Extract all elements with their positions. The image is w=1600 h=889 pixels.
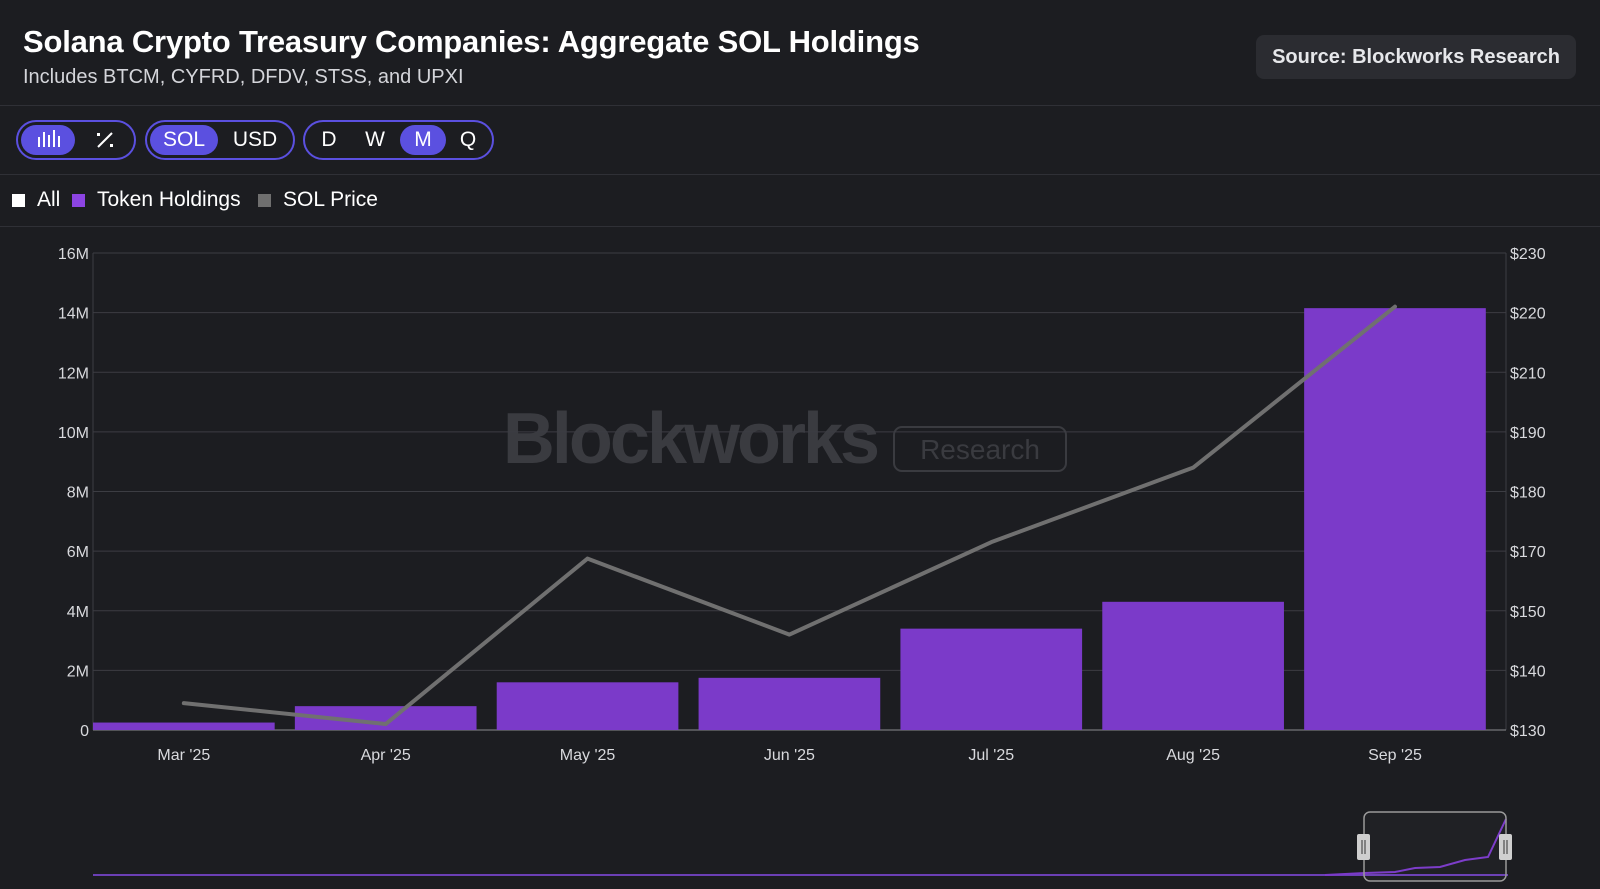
legend-swatch <box>72 194 85 207</box>
bar-token-holdings <box>93 722 275 730</box>
y-left-tick-label: 6M <box>67 544 89 561</box>
range-navigator[interactable] <box>93 811 1512 882</box>
unit-usd-button[interactable]: USD <box>232 128 278 151</box>
navigator-right-handle[interactable] <box>1499 834 1512 860</box>
period-quarter-button[interactable]: Q <box>459 128 477 151</box>
y-left-tick-label: 0 <box>80 723 89 740</box>
bar-token-holdings <box>294 706 477 730</box>
y-left-tick-label: 4M <box>67 604 89 621</box>
unit-toggle: SOL USD <box>145 120 295 160</box>
navigator-window[interactable] <box>1363 811 1507 882</box>
x-tick-label: Aug '25 <box>1166 747 1220 764</box>
bar-view-button[interactable] <box>21 125 75 155</box>
legend-label: All <box>37 188 61 211</box>
view-toggle <box>16 120 136 160</box>
y-right-tick-label: $140 <box>1510 663 1546 680</box>
percent-icon <box>97 132 113 148</box>
bar-token-holdings <box>496 682 679 730</box>
x-tick-label: Jul '25 <box>968 747 1014 764</box>
y-left-tick-label: 10M <box>58 425 89 442</box>
y-right-tick-label: $170 <box>1510 544 1546 561</box>
source-badge: Source: Blockworks Research <box>1256 35 1576 79</box>
x-tick-label: May '25 <box>560 747 616 764</box>
y-left-tick-label: 14M <box>58 306 89 323</box>
x-tick-label: Sep '25 <box>1368 747 1422 764</box>
bar-token-holdings <box>1102 601 1284 730</box>
period-toggle: D W M Q <box>303 120 494 160</box>
y-right-tick-label: $130 <box>1510 723 1546 740</box>
x-tick-label: Mar '25 <box>157 747 210 764</box>
chart-controls: SOL USD D W M Q <box>0 106 1600 175</box>
legend-swatch <box>12 194 25 207</box>
period-month-button[interactable]: M <box>400 125 446 155</box>
y-right-tick-label: $210 <box>1510 365 1546 382</box>
x-tick-label: Jun '25 <box>764 747 815 764</box>
y-left-tick-label: 16M <box>58 246 89 263</box>
unit-sol-button[interactable]: SOL <box>150 125 218 155</box>
x-tick-label: Apr '25 <box>361 747 411 764</box>
legend-swatch <box>258 194 271 207</box>
bar-token-holdings <box>1304 308 1486 730</box>
period-week-button[interactable]: W <box>365 128 385 151</box>
line-sol-price <box>181 304 1397 727</box>
y-left-tick-label: 8M <box>67 485 89 502</box>
period-day-button[interactable]: D <box>321 128 337 151</box>
chart-legend: All Token Holdings SOL Price <box>0 175 1600 227</box>
percent-view-button[interactable] <box>80 125 130 155</box>
bar-token-holdings <box>900 628 1083 730</box>
y-right-tick-label: $150 <box>1510 604 1546 621</box>
y-left-tick-label: 12M <box>58 365 89 382</box>
y-right-tick-label: $190 <box>1510 425 1546 442</box>
chart-svg: Blockworks Research 0 $130 2M $140 4M $150 6M $… <box>58 246 1546 882</box>
chart-header: Solana Crypto Treasury Companies: Aggreg… <box>0 0 1600 106</box>
chart-subtitle: Includes BTCM, CYFRD, DFDV, STSS, and UP… <box>23 66 464 88</box>
chart-title: Solana Crypto Treasury Companies: Aggreg… <box>23 24 920 59</box>
navigator-series-line <box>1324 818 1507 876</box>
y-right-tick-label: $230 <box>1510 246 1546 263</box>
navigator-left-handle[interactable] <box>1357 834 1370 860</box>
bar-token-holdings <box>698 677 881 730</box>
watermark-tag-box <box>893 426 1067 472</box>
legend-label: SOL Price <box>283 188 378 211</box>
y-right-tick-label: $180 <box>1510 485 1546 502</box>
legend-label: Token Holdings <box>97 188 241 211</box>
y-left-tick-label: 2M <box>67 663 89 680</box>
watermark-brand: Blockworks <box>503 399 878 479</box>
bar-chart-icon <box>38 130 60 147</box>
watermark-tag: Research <box>920 434 1040 465</box>
y-right-tick-label: $220 <box>1510 306 1546 323</box>
